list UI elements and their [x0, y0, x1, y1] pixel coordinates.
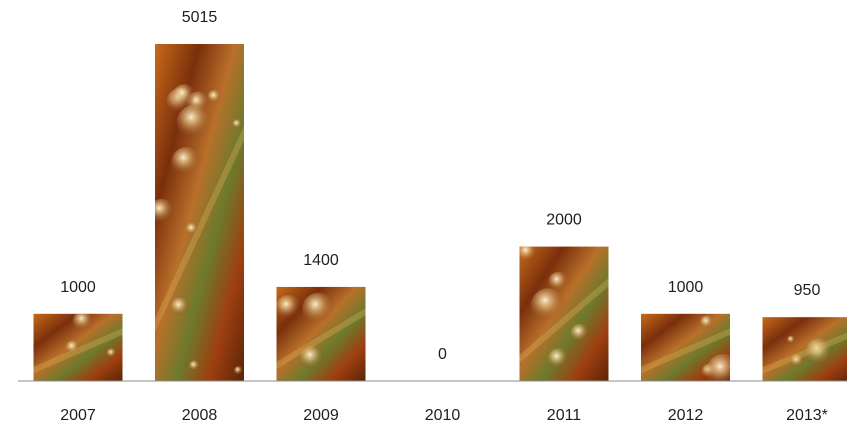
bar-texture-drop — [72, 313, 95, 333]
x-tick-label: 2012 — [668, 407, 704, 424]
bar-texture-drop — [547, 348, 570, 371]
data-label: 2000 — [546, 212, 582, 229]
bar-texture-drops — [276, 292, 366, 371]
bar-group-2013-star — [762, 317, 847, 381]
data-label: 0 — [438, 346, 447, 363]
bar-texture-streak — [155, 125, 244, 333]
labels-layer: 1000 2007 5015 2008 1400 2009 0 2010 2000 2011 100… — [60, 9, 828, 424]
bar-texture-streak — [519, 278, 609, 363]
bar-texture-drop — [106, 348, 117, 359]
bar-texture-drop — [207, 89, 223, 105]
bar-texture-drops — [33, 313, 123, 374]
bar-texture-drop — [185, 222, 199, 237]
bar-texture-drop — [188, 360, 201, 372]
data-label: 5015 — [182, 9, 218, 26]
bar-texture-drop — [519, 246, 538, 264]
bar-2013-star — [762, 317, 847, 381]
bar-texture-drop — [276, 294, 302, 322]
bar-group-2007 — [33, 313, 123, 381]
bar-texture-drop — [299, 345, 325, 371]
bar-texture-drop — [570, 323, 590, 344]
data-label: 950 — [794, 282, 821, 299]
data-label: 1400 — [303, 252, 339, 269]
x-tick-label: 2007 — [60, 407, 96, 424]
bar-texture-drop — [531, 288, 566, 323]
bar-texture-drop — [65, 340, 81, 356]
bar-texture-drop — [172, 84, 197, 108]
bar-texture-streak — [276, 308, 366, 370]
bar-texture-drop — [548, 271, 569, 293]
x-tick-label: 2011 — [547, 407, 582, 424]
bars-layer — [33, 44, 847, 382]
bar-texture-streak — [641, 328, 730, 374]
bar-texture-drop — [790, 353, 805, 368]
bar-texture-drops — [519, 246, 609, 371]
bar-texture-drops — [762, 332, 847, 374]
bar-texture-drop — [170, 297, 191, 318]
bar-group-2012 — [641, 313, 730, 382]
bar-group-2011 — [519, 246, 609, 381]
x-tick-label: 2008 — [182, 407, 218, 424]
bar-texture-drop — [233, 366, 244, 376]
data-label: 1000 — [60, 279, 96, 296]
bar-texture-drop — [699, 315, 715, 330]
bar-texture-drop — [155, 198, 176, 226]
bar-texture-drop — [302, 292, 335, 326]
bar-texture-drops — [641, 315, 730, 382]
bar-group-2008 — [155, 44, 244, 381]
bar-texture-drops — [155, 84, 244, 376]
x-tick-label: 2013* — [786, 407, 828, 424]
data-label: 1000 — [668, 279, 704, 296]
bar-texture-drop — [171, 147, 202, 177]
bar-texture-drop — [232, 119, 243, 130]
bar-texture-drop — [786, 335, 796, 345]
bar-texture-drop — [805, 338, 834, 368]
bar-texture-streak — [33, 328, 123, 374]
x-tick-label: 2009 — [303, 407, 339, 424]
bar-texture-drop — [176, 104, 213, 141]
x-tick-label: 2010 — [425, 407, 461, 424]
bar-texture-drop — [705, 354, 730, 382]
bar-group-2009 — [276, 286, 366, 381]
bar-texture-streak — [762, 332, 847, 374]
